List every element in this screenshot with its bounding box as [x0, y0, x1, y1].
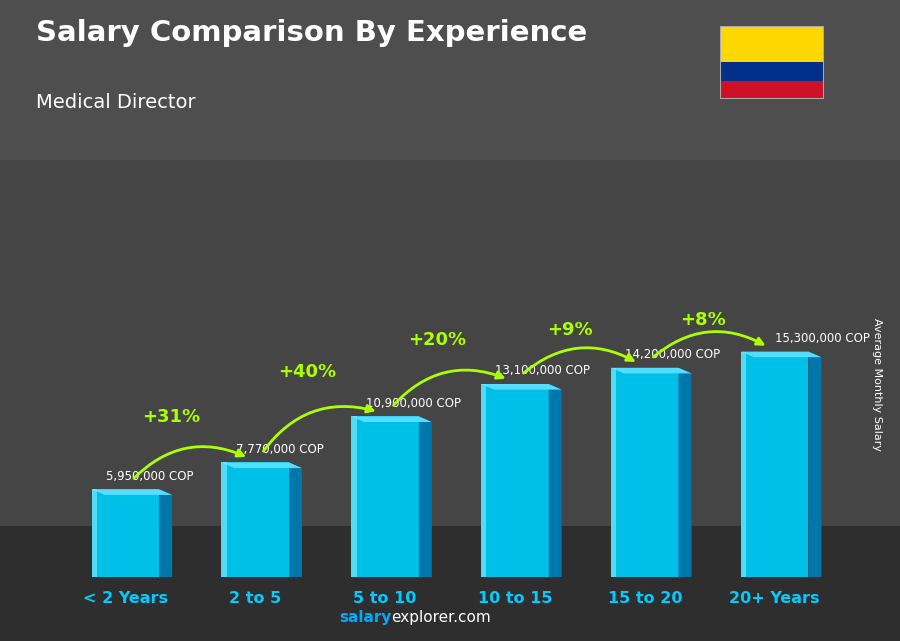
Text: 15,300,000 COP: 15,300,000 COP	[775, 332, 869, 345]
Bar	[720, 62, 824, 81]
Text: Salary Comparison By Experience: Salary Comparison By Experience	[36, 19, 587, 47]
Text: Average Monthly Salary: Average Monthly Salary	[872, 318, 883, 451]
Text: 5,950,000 COP: 5,950,000 COP	[106, 469, 194, 483]
Polygon shape	[351, 417, 432, 422]
Text: +9%: +9%	[546, 320, 592, 338]
Polygon shape	[92, 489, 159, 577]
Polygon shape	[611, 368, 679, 577]
Polygon shape	[221, 462, 227, 577]
Text: +31%: +31%	[142, 408, 200, 426]
Bar	[0, 526, 900, 641]
Polygon shape	[679, 368, 691, 583]
Polygon shape	[482, 384, 549, 577]
Polygon shape	[92, 489, 172, 495]
Polygon shape	[611, 368, 616, 577]
Polygon shape	[351, 417, 418, 577]
Text: 10,900,000 COP: 10,900,000 COP	[365, 397, 461, 410]
Bar	[0, 0, 900, 160]
Text: salary: salary	[339, 610, 392, 625]
Polygon shape	[549, 384, 562, 583]
Polygon shape	[611, 368, 691, 374]
Polygon shape	[221, 462, 302, 468]
Text: 14,200,000 COP: 14,200,000 COP	[626, 348, 720, 361]
Polygon shape	[482, 384, 562, 390]
Polygon shape	[221, 462, 289, 577]
Text: 13,100,000 COP: 13,100,000 COP	[495, 364, 590, 377]
Polygon shape	[482, 384, 486, 577]
Text: explorer.com: explorer.com	[392, 610, 491, 625]
Polygon shape	[741, 351, 822, 357]
Polygon shape	[741, 351, 808, 577]
Text: +40%: +40%	[278, 363, 337, 381]
Polygon shape	[159, 489, 172, 583]
Polygon shape	[92, 489, 97, 577]
Polygon shape	[289, 462, 302, 583]
Bar	[720, 81, 824, 99]
Polygon shape	[418, 417, 432, 583]
Text: +8%: +8%	[680, 311, 726, 329]
Text: +20%: +20%	[408, 331, 466, 349]
Text: Medical Director: Medical Director	[36, 93, 195, 112]
Polygon shape	[808, 351, 822, 583]
Polygon shape	[741, 351, 746, 577]
Polygon shape	[351, 417, 356, 577]
Bar	[720, 26, 824, 62]
Text: 7,770,000 COP: 7,770,000 COP	[236, 443, 323, 456]
